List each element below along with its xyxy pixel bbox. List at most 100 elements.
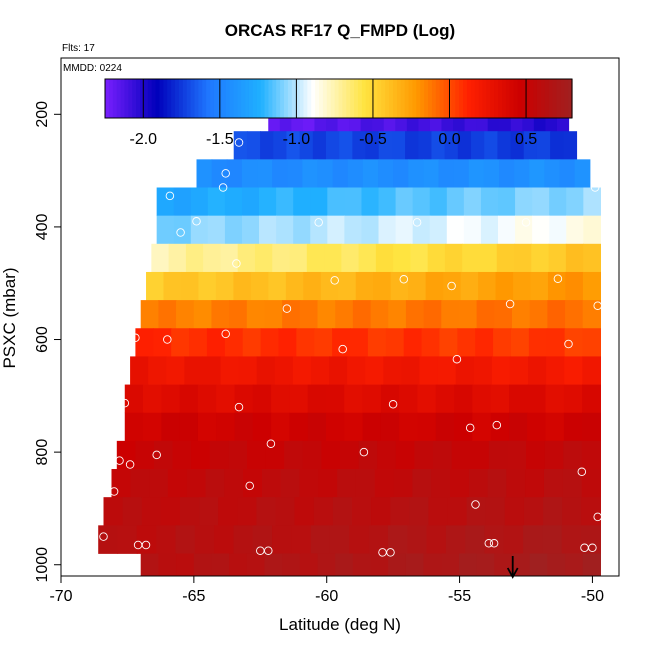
data-point bbox=[115, 456, 124, 465]
heatmap-cell bbox=[140, 300, 159, 329]
colorbar-swatch bbox=[299, 79, 305, 118]
heatmap-cell bbox=[536, 131, 551, 160]
data-point bbox=[264, 546, 273, 555]
heatmap-cell bbox=[344, 187, 363, 217]
heatmap-cell bbox=[234, 384, 254, 414]
heatmap-cell bbox=[224, 469, 244, 498]
heatmap-cell bbox=[582, 356, 601, 385]
heatmap-cell bbox=[388, 553, 407, 577]
heatmap-cell bbox=[314, 328, 333, 357]
heatmap-cell bbox=[352, 553, 372, 577]
colorbar-swatch bbox=[346, 79, 351, 118]
colorbar-swatch bbox=[268, 79, 273, 118]
heatmap-cell bbox=[272, 525, 292, 554]
heatmap-cell bbox=[237, 243, 256, 273]
heatmap-cell bbox=[234, 412, 254, 442]
heatmap-cell bbox=[564, 328, 584, 357]
heatmap-cell bbox=[403, 328, 423, 357]
heatmap-cell bbox=[171, 328, 190, 357]
heatmap-cell bbox=[310, 356, 330, 385]
heatmap-cell bbox=[216, 412, 236, 442]
heatmap-cell bbox=[435, 412, 455, 442]
data-point bbox=[125, 460, 135, 469]
colorbar-swatch bbox=[229, 79, 235, 118]
heatmap-cell bbox=[476, 300, 495, 329]
colorbar-swatch bbox=[350, 79, 355, 118]
heatmap-cell bbox=[256, 497, 277, 526]
heatmap-cell bbox=[506, 469, 526, 498]
colorbar-swatch bbox=[568, 79, 573, 118]
heatmap-cell bbox=[329, 525, 350, 554]
heatmap-cell bbox=[176, 300, 195, 329]
heatmap-cell bbox=[214, 525, 235, 554]
heatmap-cell bbox=[427, 243, 446, 273]
heatmap-cell bbox=[562, 497, 582, 526]
heatmap-cell bbox=[375, 243, 394, 273]
heatmap-cell bbox=[310, 187, 328, 217]
data-point bbox=[492, 420, 502, 430]
data-point bbox=[131, 333, 140, 343]
colorbar-swatch bbox=[206, 79, 211, 118]
heatmap-cell bbox=[299, 553, 319, 577]
heatmap-cell bbox=[562, 469, 583, 498]
heatmap-cell bbox=[224, 215, 243, 245]
heatmap-cell bbox=[371, 497, 391, 526]
heatmap-cell bbox=[368, 525, 389, 554]
heatmap-cell bbox=[399, 384, 419, 414]
colorbar-swatch bbox=[470, 79, 476, 118]
heatmap-cell bbox=[408, 159, 424, 188]
heatmap-cell bbox=[344, 384, 364, 414]
data-point bbox=[359, 447, 369, 457]
heatmap-cell bbox=[582, 328, 601, 357]
colorbar-swatch bbox=[365, 79, 371, 118]
heatmap-cell bbox=[487, 469, 507, 498]
heatmap-cell bbox=[528, 328, 548, 357]
heatmap-cell bbox=[582, 300, 601, 329]
heatmap-cell bbox=[494, 553, 513, 577]
data-point bbox=[221, 169, 230, 178]
heatmap-cell bbox=[349, 525, 370, 554]
heatmap-cell bbox=[468, 469, 489, 498]
heatmap-cell bbox=[498, 187, 516, 217]
heatmap-cell bbox=[317, 300, 336, 329]
data-point bbox=[192, 217, 201, 226]
heatmap-cell bbox=[344, 412, 364, 442]
heatmap-cell bbox=[583, 215, 601, 245]
heatmap-cell bbox=[291, 525, 312, 554]
heatmap-cell bbox=[494, 300, 513, 329]
heatmap-cell bbox=[320, 271, 339, 301]
colorbar-swatch bbox=[108, 79, 114, 118]
heatmap-cell bbox=[561, 525, 582, 554]
colorbar-swatch bbox=[548, 79, 554, 118]
heatmap-cell bbox=[531, 243, 550, 273]
heatmap-cell bbox=[504, 497, 525, 526]
colorbar-swatch bbox=[178, 79, 184, 118]
colorbar-swatch bbox=[213, 79, 219, 118]
heatmap-cell bbox=[546, 356, 565, 385]
colorbar-swatch bbox=[128, 79, 133, 118]
heatmap-cell bbox=[317, 553, 336, 577]
heatmap-cell bbox=[274, 356, 294, 385]
colorbar-swatch bbox=[404, 79, 410, 118]
heatmap-cell bbox=[264, 300, 283, 329]
colorbar-swatch bbox=[303, 79, 308, 118]
y-tick-label: 200 bbox=[34, 101, 51, 128]
heatmap-cell bbox=[156, 525, 177, 554]
heatmap-cell bbox=[292, 356, 312, 385]
heatmap-cell bbox=[355, 469, 376, 498]
flights-label: Flts: 17 bbox=[62, 43, 95, 54]
heatmap-cell bbox=[447, 497, 468, 526]
heatmap-cell bbox=[435, 384, 455, 414]
heatmap-cell bbox=[299, 131, 314, 160]
heatmap-cell bbox=[146, 271, 165, 301]
heatmap-cell bbox=[563, 131, 578, 160]
heatmap-cell bbox=[454, 412, 473, 442]
heatmap-cell bbox=[116, 440, 136, 470]
colorbar-swatch bbox=[291, 79, 297, 118]
heatmap-cell bbox=[140, 553, 159, 577]
heatmap-cell bbox=[431, 131, 446, 160]
heatmap-cell bbox=[532, 215, 550, 245]
heatmap-cell bbox=[284, 440, 304, 470]
heatmap-cell bbox=[161, 412, 181, 442]
heatmap-cell bbox=[563, 384, 583, 414]
